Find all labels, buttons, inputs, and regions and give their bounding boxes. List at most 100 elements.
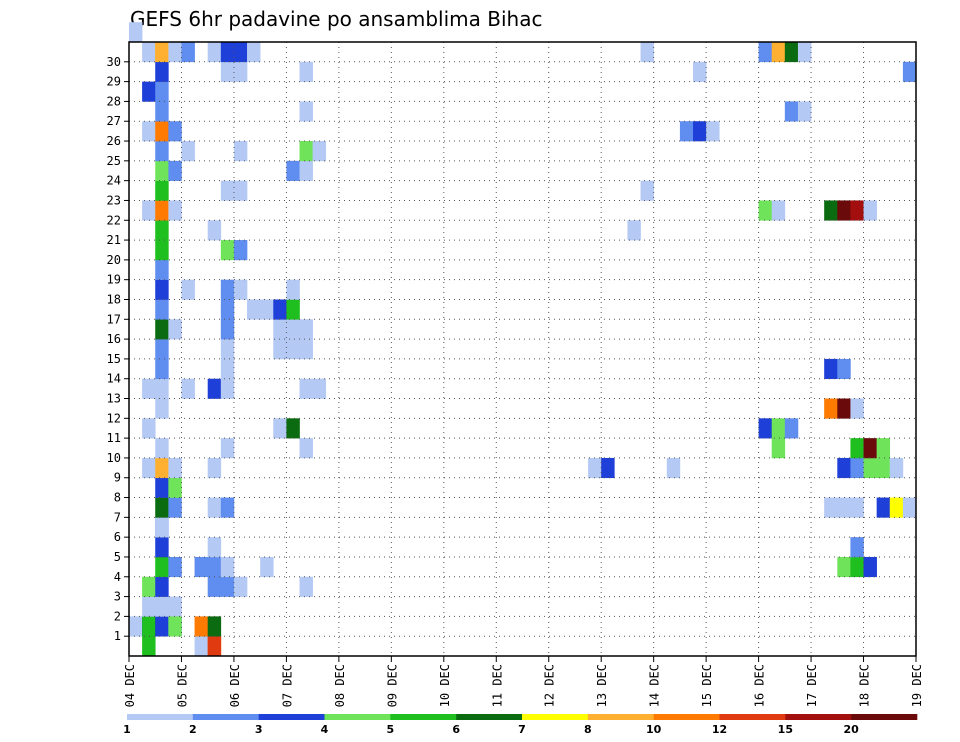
colorbar-swatch xyxy=(127,714,194,720)
heat-cell xyxy=(299,61,313,82)
heat-cell xyxy=(233,240,248,261)
heat-cell xyxy=(889,497,904,518)
heat-cell xyxy=(194,556,208,578)
x-tick-label: 12 DEC xyxy=(543,664,557,707)
heat-cell xyxy=(155,101,169,122)
colorbar-swatch xyxy=(851,714,918,720)
heat-cell xyxy=(299,141,313,162)
heat-cell xyxy=(233,279,248,300)
heat-cell xyxy=(207,616,222,637)
y-tick-label: 12 xyxy=(107,411,121,425)
heat-cell xyxy=(155,438,169,459)
heat-cell xyxy=(260,556,274,578)
y-tick-label: 1 xyxy=(114,629,121,643)
x-tick-label: 18 DEC xyxy=(858,664,872,707)
colorbar-label: 1 xyxy=(123,723,131,736)
heat-cell xyxy=(784,42,799,63)
heat-cell xyxy=(155,616,169,637)
heat-cell xyxy=(771,42,786,63)
x-tick-label: 11 DEC xyxy=(490,664,504,707)
heat-cell xyxy=(142,616,156,637)
heat-cell xyxy=(247,42,261,63)
x-tick-label: 15 DEC xyxy=(700,664,714,707)
heat-cell xyxy=(168,160,182,181)
colorbar-label: 4 xyxy=(321,723,329,736)
heat-cell xyxy=(168,556,182,578)
heat-cell xyxy=(155,180,169,201)
y-tick-label: 6 xyxy=(114,530,121,544)
heat-cell xyxy=(220,42,235,63)
heat-cell xyxy=(876,497,891,518)
heat-cell xyxy=(850,537,864,558)
x-tick-label: 08 DEC xyxy=(333,664,347,707)
heat-cell xyxy=(220,378,235,399)
heat-cell xyxy=(824,497,838,518)
heat-cell xyxy=(850,457,864,479)
heat-cell xyxy=(168,200,182,221)
y-tick-label: 8 xyxy=(114,491,121,505)
heat-cell xyxy=(155,537,169,558)
heat-cell xyxy=(142,200,156,221)
heat-cell xyxy=(129,22,143,43)
colorbar-label: 3 xyxy=(255,723,263,736)
x-tick-label: 06 DEC xyxy=(228,664,242,707)
heat-cell xyxy=(142,121,156,142)
heat-cell xyxy=(207,497,222,518)
heat-cell xyxy=(155,457,169,479)
heat-cell xyxy=(155,339,169,360)
colorbar-swatch xyxy=(192,714,259,720)
heat-cell xyxy=(155,378,169,399)
heat-cell xyxy=(784,101,799,122)
grid-layer xyxy=(129,42,916,656)
heat-cell xyxy=(220,358,235,380)
heat-cell xyxy=(142,596,156,617)
y-tick-label: 16 xyxy=(107,332,121,346)
heat-cell xyxy=(207,537,222,558)
heat-cell xyxy=(837,457,851,479)
x-tick-label: 14 DEC xyxy=(648,664,662,707)
heat-cell xyxy=(155,61,169,82)
heat-cell xyxy=(220,576,235,597)
y-tick-label: 11 xyxy=(107,431,121,445)
colorbar-swatch xyxy=(324,714,391,720)
heat-cell xyxy=(693,121,707,142)
heat-cell xyxy=(207,576,222,597)
colorbar-swatch xyxy=(653,714,720,720)
heat-cell xyxy=(837,398,851,419)
heat-cell xyxy=(220,438,235,459)
heat-cell xyxy=(876,438,891,459)
colorbar-label: 20 xyxy=(844,723,860,736)
heat-cell xyxy=(155,121,169,142)
x-tick-label: 10 DEC xyxy=(438,664,452,707)
heat-cell xyxy=(142,576,156,597)
colorbar-swatch xyxy=(522,714,589,720)
heat-cell xyxy=(155,497,169,518)
y-tick-label: 28 xyxy=(107,94,121,108)
heat-cell xyxy=(902,497,917,518)
heat-cell xyxy=(640,180,654,201)
heat-cell xyxy=(155,398,169,419)
y-tick-label: 5 xyxy=(114,550,121,564)
heat-cell xyxy=(824,398,838,419)
heat-cell xyxy=(758,42,773,63)
heat-cell xyxy=(837,556,851,578)
chart-title: GEFS 6hr padavine po ansamblima Bihac xyxy=(130,7,542,31)
y-tick-label: 20 xyxy=(107,253,121,267)
heat-cell xyxy=(693,61,707,82)
colorbar-label: 5 xyxy=(387,723,395,736)
heat-cell xyxy=(299,339,313,360)
heat-cell xyxy=(220,299,235,320)
heat-cell xyxy=(155,556,169,578)
heat-cell xyxy=(220,339,235,360)
heat-cell xyxy=(837,358,851,380)
heat-cell xyxy=(312,378,327,399)
heat-cell xyxy=(207,457,222,479)
y-tick-label: 22 xyxy=(107,213,121,227)
heat-cell xyxy=(601,457,615,479)
heat-cell xyxy=(168,121,182,142)
heat-cell xyxy=(181,279,195,300)
heat-cell xyxy=(155,477,169,498)
heat-cell xyxy=(155,160,169,181)
heat-cell xyxy=(876,457,891,479)
y-tick-label: 7 xyxy=(114,510,121,524)
